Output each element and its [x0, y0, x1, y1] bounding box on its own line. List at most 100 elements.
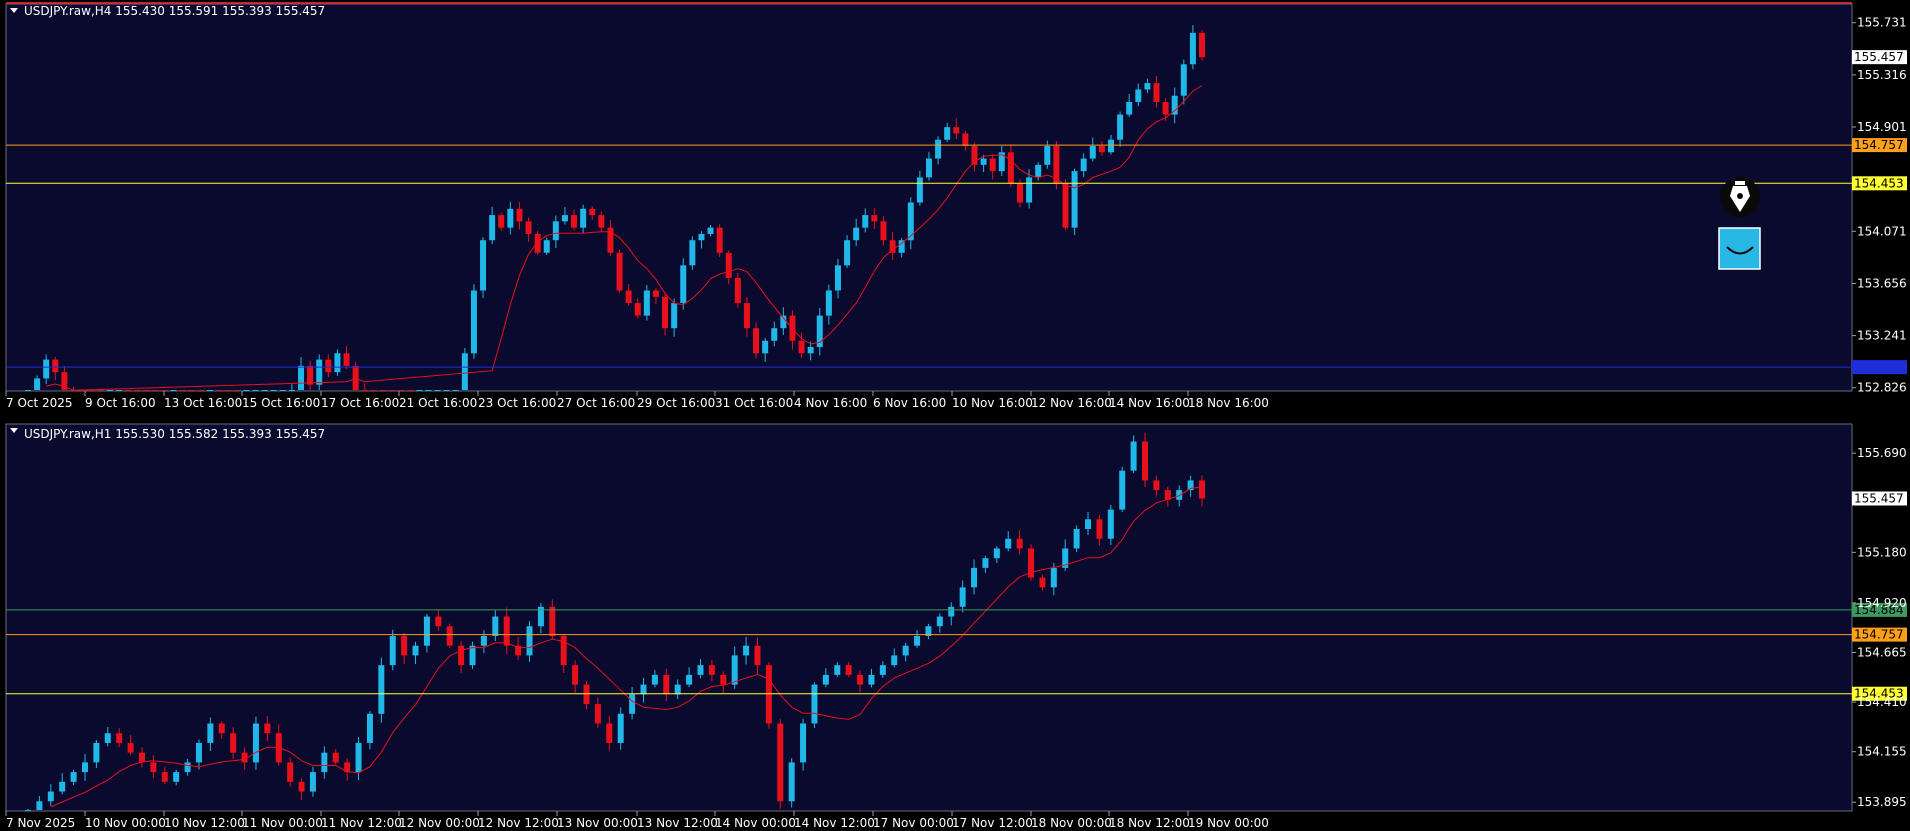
candle-body	[507, 208, 514, 228]
chart-panel-h1[interactable]: 154.884 154.757 154.453 155.690 155.180 154.…	[5, 423, 1907, 830]
candle-body	[43, 359, 50, 379]
level-price-label: 154.453	[1854, 176, 1904, 190]
candle-body	[720, 674, 727, 685]
candle-body	[1005, 538, 1012, 549]
candle-body	[916, 177, 923, 203]
ma-line	[50, 486, 1203, 808]
price-tick-label: 154.071	[1857, 224, 1907, 238]
level-price-tag	[1852, 627, 1907, 642]
time-tick-label: 7 Oct 2025	[6, 396, 73, 410]
candle-body	[640, 684, 647, 695]
candle-body	[1117, 114, 1124, 140]
candle-body	[834, 665, 841, 675]
candle-body	[332, 752, 339, 763]
candle-body	[230, 733, 237, 753]
candle-body	[680, 265, 687, 304]
candle-body	[944, 127, 951, 140]
candle-body	[207, 723, 214, 743]
candle-body	[880, 221, 887, 241]
candle-body	[868, 674, 875, 685]
price-tick-label: 155.316	[1857, 68, 1907, 82]
candle-body	[1073, 529, 1080, 549]
candle-body	[925, 158, 932, 178]
chart-panel-h4[interactable]: 154.757 154.453 155.731 155.316 154.901 154.…	[5, 2, 1907, 410]
candle-body	[298, 781, 305, 792]
last-price-tag	[1852, 491, 1907, 506]
price-tick-label: 154.920	[1857, 596, 1907, 610]
candle-body	[634, 303, 641, 316]
candle-body	[218, 723, 225, 734]
candle-body	[1107, 139, 1114, 153]
candle-body	[498, 215, 505, 228]
candle-body	[743, 303, 750, 329]
candle-body	[1107, 509, 1114, 539]
candle-body	[753, 328, 760, 354]
time-tick-label: 14 Nov 12:00	[794, 816, 875, 830]
candle-body	[309, 772, 316, 792]
candle-body	[243, 390, 250, 391]
candle-body	[762, 340, 769, 354]
candle-body	[1044, 145, 1051, 165]
candle-body	[252, 723, 259, 763]
candle-body	[343, 353, 350, 366]
candle-body	[798, 340, 805, 354]
candle-body	[88, 390, 95, 391]
candle-body	[492, 616, 499, 636]
time-tick-label: 13 Oct 16:00	[164, 396, 242, 410]
candle-body	[458, 645, 465, 666]
candle-body	[617, 713, 624, 743]
candle-body	[134, 390, 141, 391]
level-price-tag	[1852, 602, 1907, 617]
time-tick-label: 31 Oct 16:00	[715, 396, 793, 410]
last-price-tag	[1852, 50, 1907, 65]
candle-body	[825, 290, 832, 316]
time-tick-label: 19 Nov 00:00	[1188, 816, 1269, 830]
price-tick-label: 153.895	[1857, 795, 1907, 809]
candle-body	[407, 390, 414, 391]
candle-body	[1189, 32, 1196, 65]
candle-body	[125, 390, 132, 391]
candle-body	[989, 158, 996, 172]
candle-body	[116, 733, 123, 743]
collapse-triangle-icon[interactable]	[10, 8, 18, 13]
smile-button[interactable]	[1718, 227, 1761, 270]
candle-body	[81, 762, 88, 773]
price-tick-label: 152.826	[1857, 381, 1907, 395]
candle-body	[1098, 145, 1105, 153]
candle-body	[416, 390, 423, 391]
candle-body	[1162, 102, 1169, 115]
candle-body	[754, 645, 761, 666]
candle-body	[731, 655, 738, 685]
price-tick-label: 153.656	[1857, 276, 1907, 290]
candle-body	[170, 390, 177, 391]
time-tick-label: 11 Nov 12:00	[321, 816, 402, 830]
candle-body	[47, 791, 54, 802]
candle-body	[871, 215, 878, 222]
candle-body	[207, 390, 214, 391]
time-tick-label: 10 Nov 12:00	[164, 816, 245, 830]
chart-header: USDJPY.raw,H4 155.430 155.591 155.393 15…	[10, 4, 325, 18]
candle-body	[104, 733, 111, 743]
time-axis: 7 Oct 2025 9 Oct 16:00 13 Oct 16:00 15 Oct …	[5, 391, 1269, 410]
candle-body	[598, 215, 605, 228]
candle-body	[334, 353, 341, 373]
candle-body	[607, 227, 614, 253]
candle-body	[241, 752, 248, 763]
candle-body	[152, 390, 159, 391]
plot-area	[6, 424, 1852, 811]
candle-body	[398, 390, 405, 391]
candle-body	[161, 772, 168, 782]
candle-body	[816, 315, 823, 348]
price-tick-label: 154.665	[1857, 646, 1907, 660]
collapse-triangle-icon[interactable]	[10, 428, 18, 433]
alert-button[interactable]	[1720, 177, 1760, 217]
candle-body	[361, 390, 368, 391]
candle-body	[625, 290, 632, 304]
time-tick-label: 12 Nov 12:00	[478, 816, 559, 830]
candle-body	[889, 240, 896, 253]
candle-body	[616, 252, 623, 291]
candle-body	[1062, 183, 1069, 228]
candle-body	[689, 240, 696, 266]
